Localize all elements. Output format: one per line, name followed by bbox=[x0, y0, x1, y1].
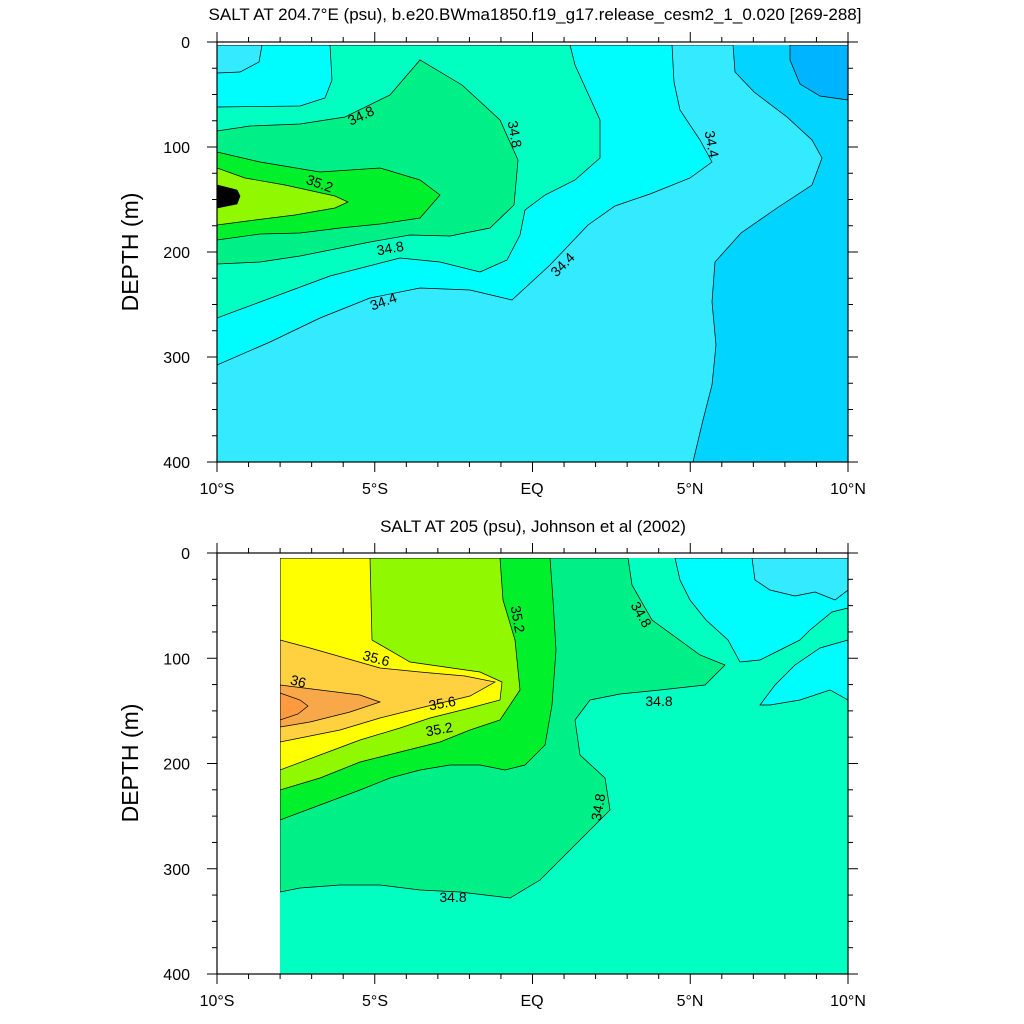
contour-fill-region bbox=[280, 693, 308, 720]
contour-line bbox=[759, 639, 848, 706]
x-tick-label: EQ bbox=[520, 993, 543, 1010]
bottom-contour-fills bbox=[280, 558, 848, 974]
bottom-panel: SALT AT 205 (psu), Johnson et al (2002) … bbox=[117, 517, 866, 1010]
contour-line bbox=[280, 558, 503, 771]
contour-line bbox=[217, 45, 823, 462]
contour-fill-region bbox=[217, 185, 240, 208]
contour-label: 34.8 bbox=[375, 238, 405, 259]
bottom-chart-title: SALT AT 205 (psu), Johnson et al (2002) bbox=[380, 517, 686, 536]
contour-line bbox=[217, 45, 263, 74]
contour-label: 35.2 bbox=[508, 604, 529, 634]
contour-label: 35.2 bbox=[424, 719, 454, 740]
contour-label: 34.8 bbox=[645, 693, 672, 709]
bottom-y-axis-label: DEPTH (m) bbox=[117, 704, 143, 823]
top-chart-title: SALT AT 204.7°E (psu), b.e20.BWma1850.f1… bbox=[209, 5, 862, 24]
y-tick-label: 100 bbox=[163, 140, 190, 157]
contour-line bbox=[789, 45, 848, 101]
top-axes: 10°S 5°S EQ 5°N 10°N 0 100 200 300 400 bbox=[163, 32, 866, 498]
contour-line bbox=[674, 558, 848, 663]
contour-line bbox=[217, 45, 713, 366]
y-tick-label: 100 bbox=[163, 651, 190, 668]
x-tick-label: 5°S bbox=[362, 481, 388, 498]
contour-line bbox=[217, 45, 601, 319]
contour-fill-region bbox=[280, 685, 380, 727]
bottom-contour-lines bbox=[280, 558, 848, 899]
y-tick-label: 400 bbox=[163, 967, 190, 984]
contour-fill-region bbox=[217, 168, 348, 225]
contour-label: 36 bbox=[289, 671, 308, 691]
x-tick-label: 10°S bbox=[200, 993, 235, 1010]
x-tick-label: EQ bbox=[520, 481, 543, 498]
contour-line bbox=[217, 184, 241, 209]
x-tick-label: 10°S bbox=[200, 481, 235, 498]
contour-fill-region bbox=[790, 45, 848, 100]
contour-line bbox=[280, 558, 726, 899]
contour-line bbox=[217, 167, 349, 226]
contour-label: 34.8 bbox=[588, 792, 609, 822]
top-contour-fills bbox=[217, 45, 848, 462]
contour-line bbox=[217, 59, 519, 265]
contour-line bbox=[280, 639, 496, 743]
y-tick-label: 0 bbox=[181, 35, 190, 52]
bottom-axes: 10°S 5°S EQ 5°N 10°N 0 100 200 300 400 bbox=[163, 543, 866, 1010]
contour-line bbox=[280, 692, 309, 721]
contour-fill-region bbox=[760, 640, 848, 705]
x-tick-label: 10°N bbox=[830, 481, 866, 498]
y-tick-label: 300 bbox=[163, 350, 190, 367]
y-tick-label: 200 bbox=[163, 245, 190, 262]
contour-label: 34.4 bbox=[702, 129, 723, 159]
top-panel: SALT AT 204.7°E (psu), b.e20.BWma1850.f1… bbox=[117, 5, 866, 498]
contour-line bbox=[280, 558, 557, 821]
y-tick-label: 300 bbox=[163, 862, 190, 879]
contour-label: 35.6 bbox=[427, 693, 457, 714]
contour-label: 34.8 bbox=[439, 889, 466, 905]
contour-line bbox=[217, 151, 441, 241]
contour-fill-region bbox=[752, 558, 848, 600]
contour-line bbox=[280, 684, 382, 728]
x-tick-label: 5°N bbox=[677, 481, 704, 498]
x-tick-label: 5°S bbox=[362, 993, 388, 1010]
contour-label: 34.8 bbox=[505, 119, 526, 149]
top-y-axis-label: DEPTH (m) bbox=[117, 193, 143, 312]
y-tick-label: 200 bbox=[163, 757, 190, 774]
x-tick-label: 5°N bbox=[677, 993, 704, 1010]
y-tick-label: 400 bbox=[163, 455, 190, 472]
y-tick-label: 0 bbox=[181, 546, 190, 563]
contour-line bbox=[280, 558, 521, 791]
contour-fill-region bbox=[280, 640, 495, 742]
contour-label: 35.6 bbox=[361, 647, 392, 670]
contour-line bbox=[751, 558, 848, 601]
top-contour-lines bbox=[217, 45, 848, 462]
x-tick-label: 10°N bbox=[830, 993, 866, 1010]
